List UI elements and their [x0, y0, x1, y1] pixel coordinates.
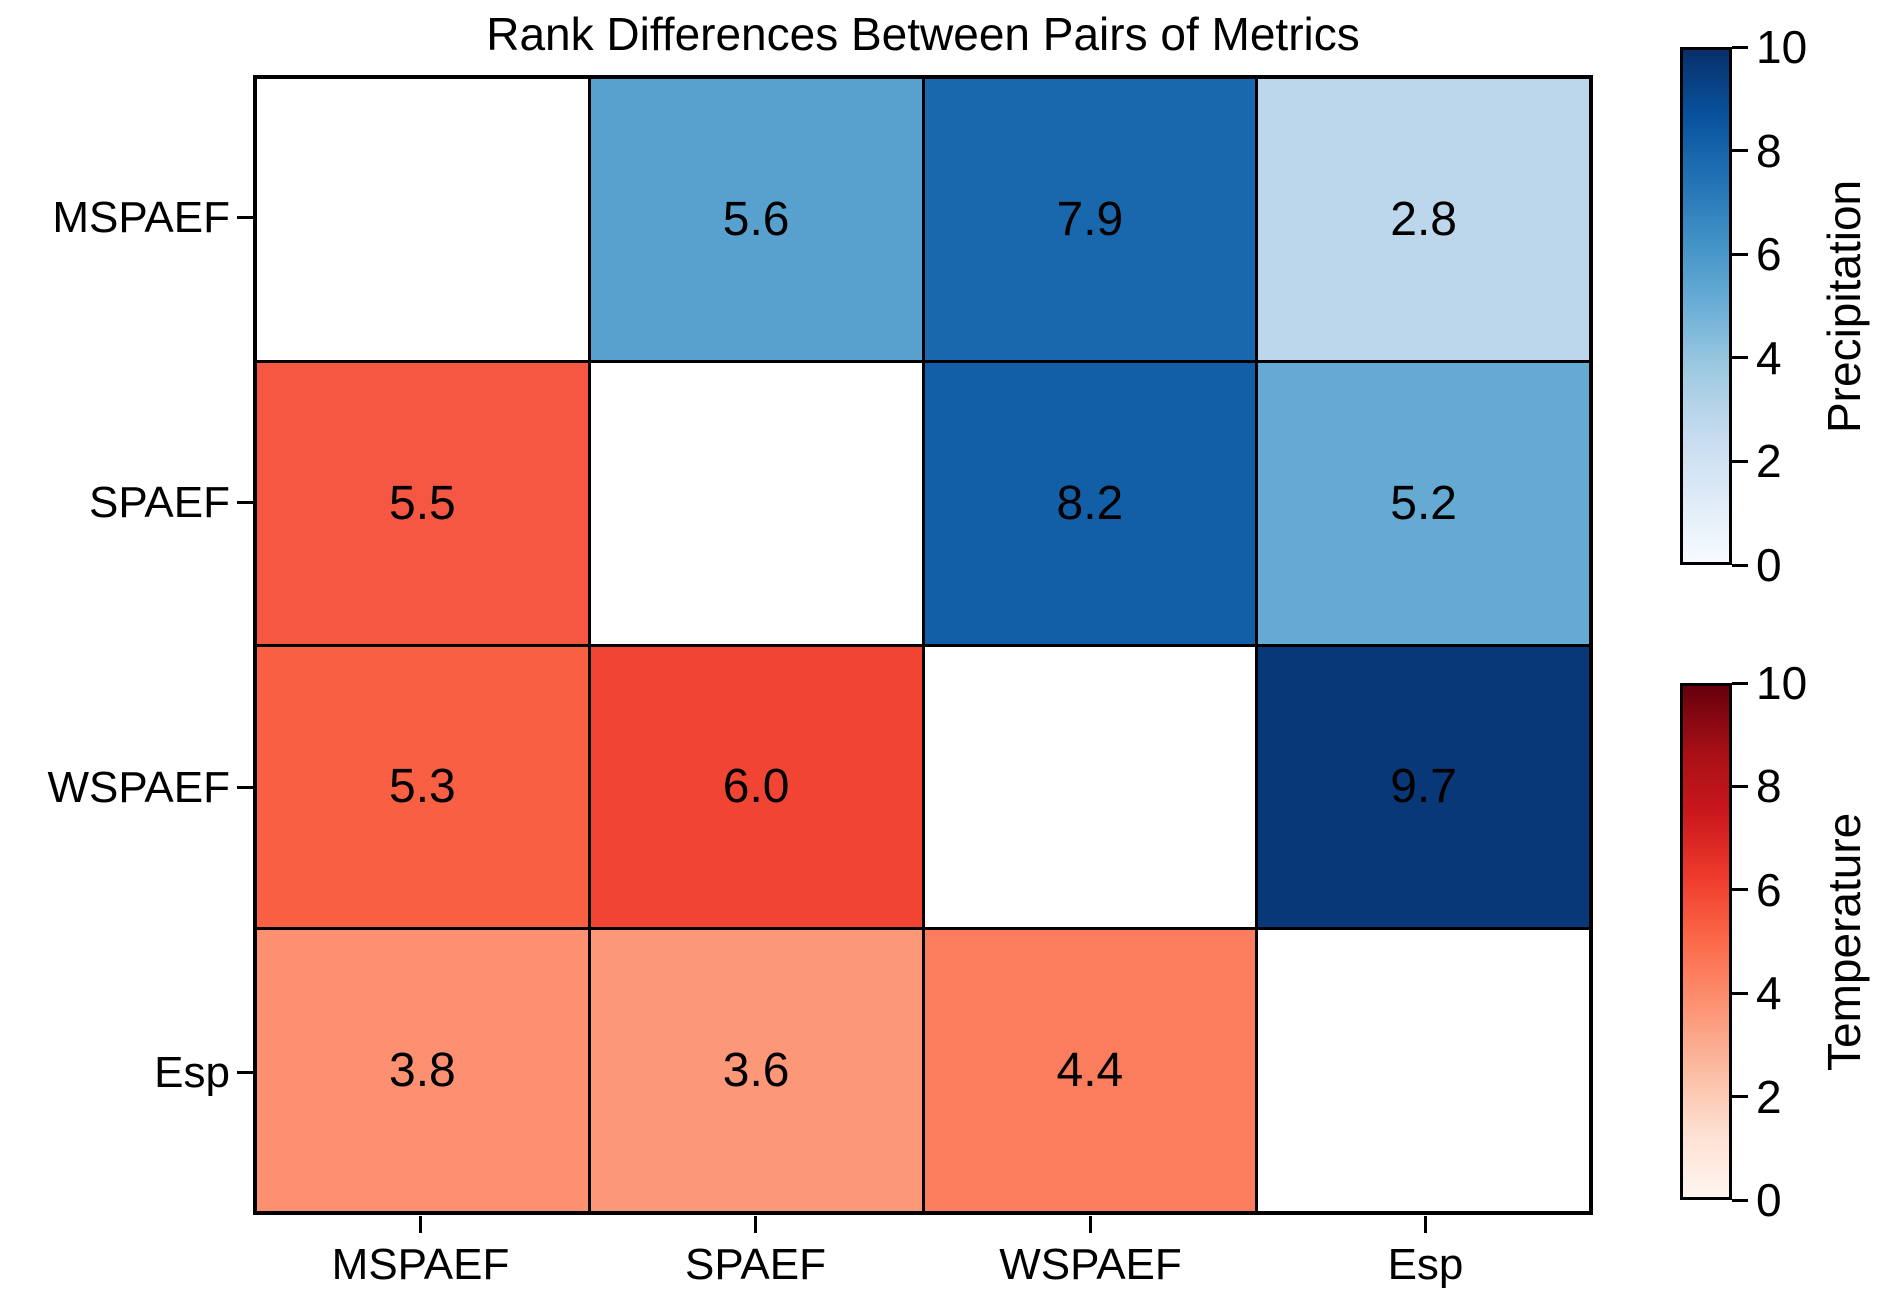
- heatmap-cell-MSPAEF-MSPAEF: [257, 79, 588, 360]
- y-tick-label-MSPAEF: MSPAEF: [52, 192, 230, 242]
- heatmap-cell-SPAEF-Esp: 5.2: [1258, 362, 1589, 644]
- heatmap-cell-MSPAEF-WSPAEF: 7.9: [924, 79, 1256, 360]
- y-tick-mark: [237, 1071, 253, 1074]
- heatmap-cell-WSPAEF-WSPAEF: [924, 646, 1256, 928]
- heatmap-cell-WSPAEF-SPAEF: 6.0: [590, 646, 922, 928]
- heatmap-cell-MSPAEF-SPAEF: 5.6: [590, 79, 922, 360]
- x-tick-label-Esp: Esp: [1387, 1240, 1464, 1289]
- colorbar-tick-mark: [1732, 888, 1748, 892]
- colorbar-tick-mark: [1732, 681, 1748, 685]
- x-tick-label-WSPAEF: WSPAEF: [999, 1240, 1182, 1289]
- x-tick-mark: [1424, 1216, 1427, 1233]
- y-tick-mark: [237, 216, 253, 219]
- heatmap-cell-WSPAEF-Esp: 9.7: [1258, 646, 1589, 928]
- colorbar-tick-label: 10: [1756, 657, 1808, 709]
- colorbar-tick-label: 10: [1756, 21, 1808, 73]
- colorbar-tick-label: 6: [1756, 863, 1782, 916]
- heatmap-cell-Esp-SPAEF: 3.6: [590, 930, 922, 1211]
- x-tick-mark: [419, 1216, 422, 1233]
- colorbar-temperature: [1680, 683, 1732, 1200]
- colorbar-tick-mark: [1732, 1198, 1748, 1202]
- colorbar-tick-mark: [1732, 784, 1748, 788]
- heatmap-cell-MSPAEF-Esp: 2.8: [1258, 79, 1589, 360]
- x-tick-mark: [1089, 1216, 1092, 1233]
- colorbar-tick-label: 0: [1756, 1174, 1782, 1226]
- heatmap-cell-WSPAEF-MSPAEF: 5.3: [257, 646, 588, 928]
- colorbar-tick-mark: [1732, 45, 1748, 49]
- colorbar-tick-mark: [1732, 356, 1748, 360]
- colorbar-tick-mark: [1732, 1095, 1748, 1099]
- heatmap-cell-Esp-Esp: [1258, 930, 1589, 1211]
- x-tick-mark: [754, 1216, 757, 1233]
- colorbar-tick-mark: [1732, 459, 1748, 463]
- heatmap-cell-Esp-MSPAEF: 3.8: [257, 930, 588, 1211]
- y-tick-label-WSPAEF: WSPAEF: [47, 762, 230, 812]
- colorbar-tick-label: 2: [1756, 435, 1782, 488]
- colorbar-tick-mark: [1732, 563, 1748, 567]
- colorbar-gradient-reds: [1683, 686, 1729, 1197]
- y-tick-mark: [237, 786, 253, 789]
- heatmap-cell-SPAEF-SPAEF: [590, 362, 922, 644]
- colorbar-tick-label: 8: [1756, 760, 1782, 813]
- colorbar-axis-label-precipitation: Precipitation: [1818, 179, 1870, 433]
- y-tick-label-Esp: Esp: [154, 1047, 230, 1097]
- chart-title: Rank Differences Between Pairs of Metric…: [486, 8, 1360, 60]
- colorbar-gradient-blues: [1683, 50, 1729, 562]
- colorbar-tick-label: 2: [1756, 1070, 1782, 1123]
- colorbar-tick-mark: [1732, 149, 1748, 153]
- colorbar-tick-mark: [1732, 991, 1748, 995]
- heatmap-cell-SPAEF-MSPAEF: 5.5: [257, 362, 588, 644]
- colorbar-axis-label-temperature: Temperature: [1818, 812, 1870, 1071]
- colorbar-precipitation: [1680, 47, 1732, 565]
- x-tick-label-SPAEF: SPAEF: [684, 1240, 826, 1289]
- colorbar-tick-label: 4: [1756, 331, 1782, 384]
- heatmap-grid: 5.6 7.9 2.8 5.5 8.2 5.2 5.3 6.0 9.7 3.8 3.6 4.4: [253, 75, 1593, 1215]
- colorbar-tick-label: 6: [1756, 228, 1782, 281]
- colorbar-tick-mark: [1732, 252, 1748, 256]
- colorbar-tick-label: 4: [1756, 967, 1782, 1020]
- x-tick-label-MSPAEF: MSPAEF: [331, 1240, 510, 1289]
- y-tick-mark: [237, 501, 253, 504]
- heatmap-cell-Esp-WSPAEF: 4.4: [924, 930, 1256, 1211]
- colorbar-tick-label: 8: [1756, 124, 1782, 177]
- heatmap-cell-SPAEF-WSPAEF: 8.2: [924, 362, 1256, 644]
- colorbar-tick-label: 0: [1756, 539, 1782, 591]
- y-tick-label-SPAEF: SPAEF: [88, 477, 230, 527]
